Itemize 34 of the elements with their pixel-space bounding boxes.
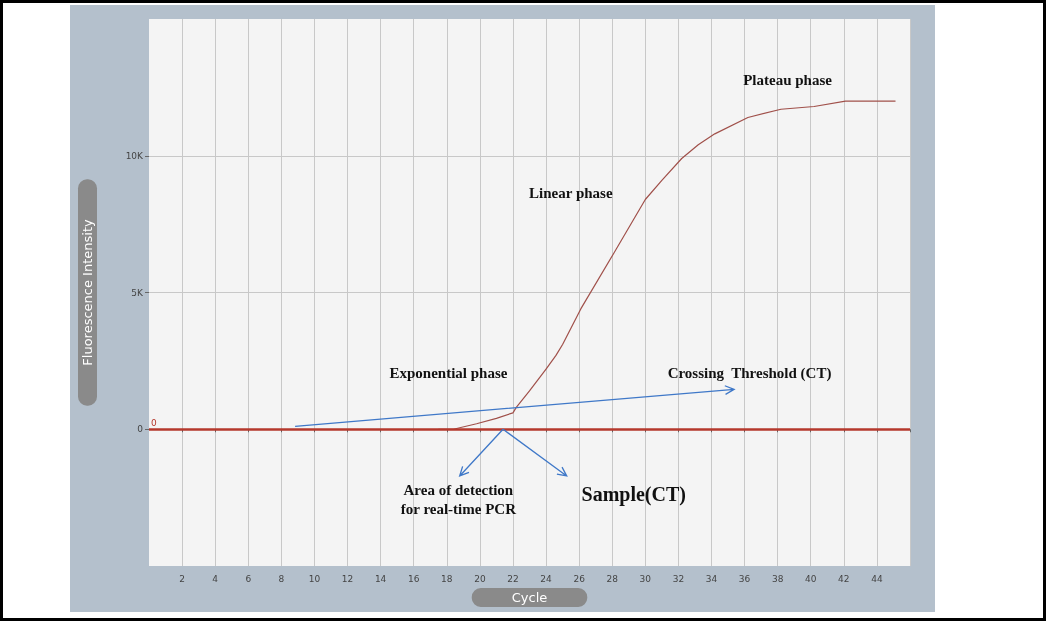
x-tick-label: 14 (374, 573, 387, 584)
x-tick-label: 4 (212, 573, 219, 584)
x-tick-label: 6 (245, 573, 252, 584)
x-tick-label: 40 (805, 573, 817, 584)
x-tick-label: 24 (540, 573, 553, 584)
x-tick-label: 32 (672, 573, 685, 584)
x-tick-label: 36 (738, 573, 751, 584)
annotation: Exponential phase (389, 364, 508, 381)
annotation: Area of detection for real-time PCR (400, 481, 517, 517)
annotation: Sample(CT) (581, 482, 686, 506)
ref-line-label: 0 (151, 417, 157, 428)
annotation: Linear phase (529, 184, 613, 201)
x-tick-label: 10 (308, 573, 321, 584)
x-tick-label: 38 (771, 573, 784, 584)
y-tick-label: 5K (131, 287, 145, 298)
x-tick-label: 18 (441, 573, 453, 584)
x-axis-title: Cycle (511, 590, 548, 605)
x-tick-label: 2 (179, 573, 185, 584)
x-tick-label: 20 (474, 573, 486, 584)
x-tick-label: 30 (639, 573, 652, 584)
x-tick-label: 26 (573, 573, 586, 584)
x-tick-label: 16 (407, 573, 420, 584)
x-tick-label: 22 (507, 573, 519, 584)
x-tick-label: 34 (705, 573, 718, 584)
x-tick-label: 42 (838, 573, 850, 584)
y-tick-label: 10K (125, 150, 145, 161)
y-axis-title: Fluorescence Intensity (80, 219, 95, 366)
annotation: Crossing Threshold (CT) (667, 364, 832, 382)
x-tick-label: 8 (278, 573, 285, 584)
x-tick-label: 44 (871, 573, 883, 584)
annotation: Plateau phase (743, 71, 833, 88)
y-tick-label: 0 (137, 424, 144, 435)
x-tick-label: 12 (341, 573, 354, 584)
x-tick-label: 28 (606, 573, 619, 584)
